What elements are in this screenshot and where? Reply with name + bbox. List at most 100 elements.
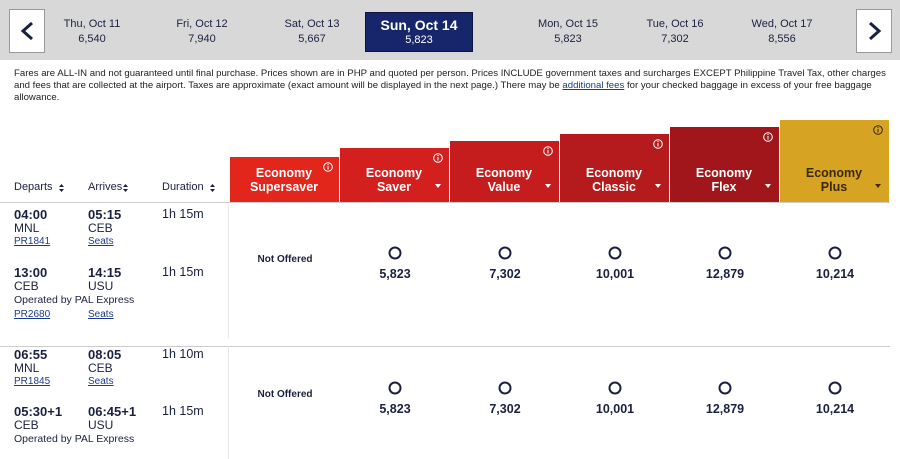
depart-airport: CEB [14,279,39,293]
fare-class-name: Economy Saver [365,166,423,194]
date-price: 7,940 [188,33,216,45]
sort-icon[interactable] [435,184,441,334]
fare-radio[interactable] [718,246,732,260]
flight-number-link[interactable]: PR1841 [14,236,51,247]
date-label: Tue, Oct 16 [646,18,704,30]
date-tab[interactable]: Wed, Oct 17 8,556 [729,12,835,50]
fare-price: 10,001 [595,402,635,416]
duration: 1h 15m [162,404,204,418]
arrive-airport: USU [88,279,114,293]
fare-radio[interactable] [828,246,842,260]
arrive-airport: USU [88,418,114,432]
date-label: Fri, Oct 12 [176,18,228,30]
depart-airport: CEB [14,418,39,432]
date-price: 7,302 [661,33,689,45]
info-icon[interactable] [543,146,553,296]
sort-icon [123,184,128,192]
depart-time: 04:00 [14,207,48,222]
column-header[interactable]: Arrives [88,181,123,193]
fare-radio[interactable] [718,381,732,395]
next-date-button[interactable] [856,9,892,53]
fare-class-name: Economy Value [475,166,533,194]
depart-time: 06:55 [14,347,48,362]
sort-icon[interactable] [655,184,661,334]
fare-price: 10,214 [815,267,855,281]
arrive-time: 06:45+1 [88,404,137,419]
fare-radio[interactable] [388,381,402,395]
seats-link[interactable]: Seats [88,236,114,247]
cell-divider [228,346,229,459]
fare-class-header[interactable]: Economy Plus [780,120,889,202]
fare-class-name: Economy Supersaver [249,166,319,194]
fare-class-name: Economy Plus [805,166,863,194]
fare-class-header[interactable]: Economy Classic [560,134,669,202]
fare-price: 12,879 [705,267,745,281]
fare-price: 12,879 [705,402,745,416]
info-icon[interactable] [323,162,333,312]
column-header[interactable]: Departs [14,181,53,193]
fare-radio[interactable] [498,246,512,260]
arrive-time: 05:15 [88,207,122,222]
depart-airport: MNL [14,361,40,375]
fare-radio[interactable] [828,381,842,395]
date-label: Wed, Oct 17 [751,18,813,30]
column-header[interactable]: Duration [162,181,204,193]
seats-link[interactable]: Seats [88,376,114,387]
info-icon[interactable] [763,132,773,282]
flight-number-link[interactable]: PR1845 [14,376,51,387]
fare-class-header[interactable]: Economy Supersaver [230,157,339,202]
fare-price: 5,823 [379,402,411,416]
fare-class-header[interactable]: Economy Saver [340,148,449,202]
duration: 1h 10m [162,347,204,361]
additional-fees-link[interactable]: additional fees [562,80,625,91]
depart-airport: MNL [14,221,40,235]
prev-date-button[interactable] [9,9,45,53]
date-tab[interactable]: Tue, Oct 16 7,302 [622,12,728,50]
sort-icon[interactable] [875,184,881,334]
fare-radio[interactable] [608,381,622,395]
arrive-time: 14:15 [88,265,122,280]
arrive-airport: CEB [88,361,113,375]
operated-by: Operated by PAL Express [14,294,135,306]
fare-radio[interactable] [388,246,402,260]
depart-time: 13:00 [14,265,48,280]
seats-link[interactable]: Seats [88,309,114,320]
info-icon[interactable] [873,125,883,275]
fare-radio[interactable] [608,246,622,260]
selected-date-tab[interactable]: Sun, Oct 14 5,823 [365,12,473,52]
date-price: 6,540 [78,33,106,45]
sort-icon[interactable] [765,184,771,334]
sort-icon [59,184,64,192]
fare-price: 10,001 [595,267,635,281]
date-label: Thu, Oct 11 [63,18,121,30]
cell-divider [228,206,229,338]
date-price: 5,823 [554,33,582,45]
info-icon[interactable] [433,153,443,303]
date-tab[interactable]: Thu, Oct 11 6,540 [39,12,145,50]
flight-number-link[interactable]: PR2680 [14,309,51,320]
date-label: Mon, Oct 15 [538,18,598,30]
fare-price: 7,302 [489,402,521,416]
date-tab[interactable]: Mon, Oct 15 5,823 [515,12,621,50]
flight-row [0,346,890,459]
fare-price: 7,302 [489,267,521,281]
prev-arrow-icon [20,21,33,41]
sort-icon[interactable] [545,184,551,334]
date-tab[interactable]: Fri, Oct 12 7,940 [149,12,255,50]
fare-price: 10,214 [815,402,855,416]
depart-time: 05:30+1 [14,404,63,419]
fare-class-header[interactable]: Economy Flex [670,127,779,202]
fare-class-header[interactable]: Economy Value [450,141,559,202]
fare-radio[interactable] [498,381,512,395]
info-icon[interactable] [653,139,663,289]
duration: 1h 15m [162,265,204,279]
notice-text: Fares are ALL-IN and not guaranteed unti… [14,68,886,91]
date-label: Sat, Oct 13 [284,18,340,30]
notice-text: for your checked baggage in excess of yo… [14,80,872,103]
sort-icon [210,184,215,192]
date-tab[interactable]: Sat, Oct 13 5,667 [259,12,365,50]
not-offered: Not Offered [257,254,313,265]
arrive-time: 08:05 [88,347,122,362]
header-divider [0,202,890,203]
